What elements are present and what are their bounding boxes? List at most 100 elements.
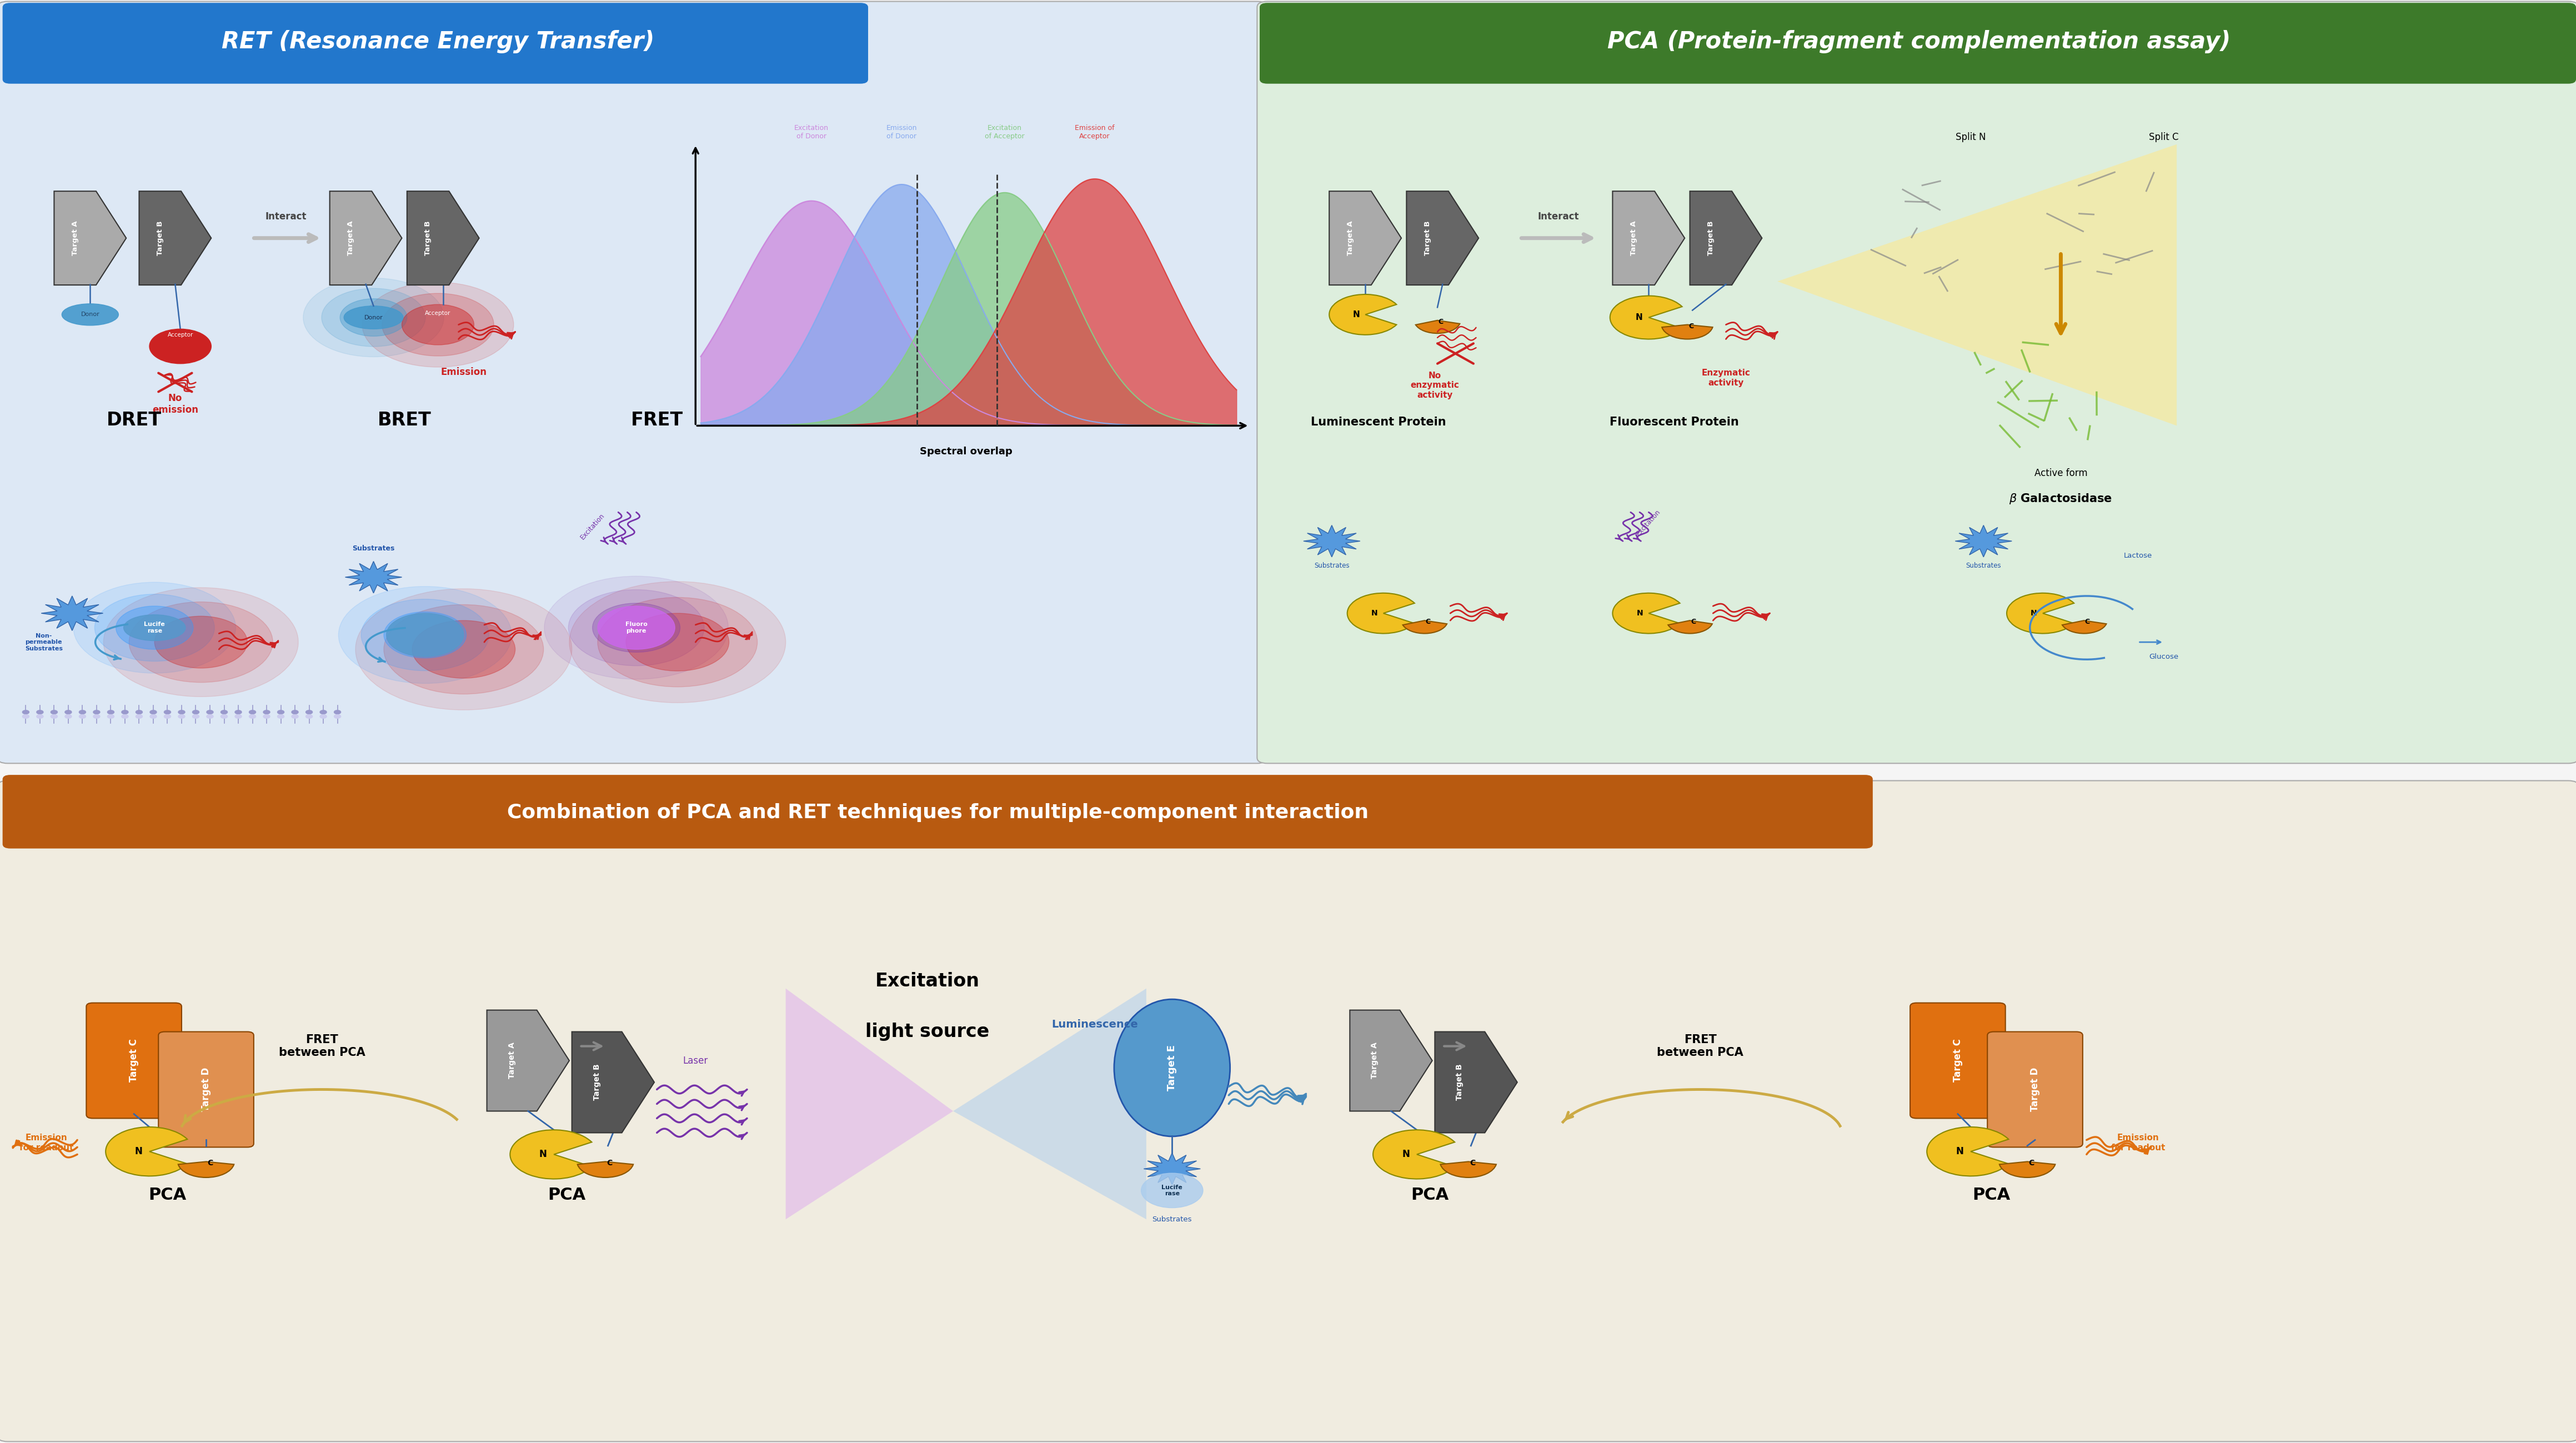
Circle shape — [250, 714, 255, 719]
Polygon shape — [1690, 192, 1762, 286]
Text: Target C: Target C — [1953, 1039, 1963, 1082]
Circle shape — [363, 283, 513, 367]
Text: Lucife
rase: Lucife rase — [1162, 1185, 1182, 1196]
Circle shape — [384, 605, 544, 694]
Text: Target E: Target E — [1167, 1045, 1177, 1091]
Wedge shape — [2007, 593, 2074, 633]
Text: C: C — [1437, 317, 1443, 325]
Polygon shape — [1303, 525, 1360, 557]
Circle shape — [222, 710, 227, 714]
Text: PCA: PCA — [149, 1186, 185, 1203]
Text: Enzymatic
activity: Enzymatic activity — [1703, 369, 1749, 387]
Circle shape — [108, 710, 113, 714]
Text: Combination of PCA and RET techniques for multiple-component interaction: Combination of PCA and RET techniques fo… — [507, 802, 1368, 823]
Circle shape — [335, 714, 340, 719]
Wedge shape — [178, 1162, 234, 1177]
Text: Target B: Target B — [157, 221, 165, 255]
Circle shape — [64, 710, 72, 714]
Text: N: N — [134, 1147, 142, 1156]
FancyBboxPatch shape — [1260, 3, 2576, 84]
Text: PCA: PCA — [549, 1186, 585, 1203]
Text: Acceptor: Acceptor — [425, 310, 451, 316]
Text: RET (Resonance Energy Transfer): RET (Resonance Energy Transfer) — [222, 30, 654, 53]
FancyBboxPatch shape — [0, 781, 2576, 1442]
FancyBboxPatch shape — [1911, 1003, 2007, 1118]
Circle shape — [1141, 1173, 1203, 1208]
Circle shape — [193, 710, 198, 714]
Circle shape — [337, 586, 513, 684]
Ellipse shape — [345, 306, 402, 329]
Text: Interact: Interact — [1538, 212, 1579, 221]
Circle shape — [361, 599, 489, 671]
Text: N: N — [1370, 609, 1378, 618]
Circle shape — [544, 576, 729, 680]
Circle shape — [386, 613, 464, 657]
Circle shape — [304, 278, 443, 356]
Text: N: N — [1636, 609, 1643, 618]
Text: light source: light source — [866, 1023, 989, 1040]
Text: Excitation
of Donor: Excitation of Donor — [793, 124, 829, 140]
Circle shape — [598, 606, 675, 649]
Circle shape — [80, 710, 85, 714]
Polygon shape — [1613, 192, 1685, 286]
Circle shape — [291, 710, 299, 714]
Text: Active form: Active form — [2035, 469, 2087, 478]
Text: C: C — [1690, 618, 1695, 625]
Polygon shape — [1777, 144, 2177, 426]
FancyBboxPatch shape — [160, 1032, 255, 1147]
Polygon shape — [572, 1032, 654, 1133]
Circle shape — [263, 710, 270, 714]
Circle shape — [52, 710, 57, 714]
Circle shape — [193, 714, 198, 719]
Text: FRET: FRET — [631, 411, 683, 430]
Text: Excitation
of Acceptor: Excitation of Acceptor — [984, 124, 1025, 140]
Circle shape — [80, 714, 85, 719]
Polygon shape — [1144, 1153, 1200, 1185]
Text: No
enzymatic
activity: No enzymatic activity — [1412, 371, 1458, 400]
Circle shape — [335, 710, 340, 714]
Wedge shape — [2063, 620, 2107, 633]
Circle shape — [137, 710, 142, 714]
Text: Target B: Target B — [1425, 221, 1432, 255]
Polygon shape — [407, 192, 479, 286]
Wedge shape — [1417, 320, 1461, 333]
Circle shape — [121, 714, 129, 719]
Text: Split N: Split N — [1955, 133, 1986, 141]
Polygon shape — [786, 988, 953, 1219]
Wedge shape — [1347, 593, 1414, 633]
Text: Split C: Split C — [2148, 133, 2179, 141]
Text: FRET
between PCA: FRET between PCA — [1656, 1035, 1744, 1058]
Polygon shape — [1406, 192, 1479, 286]
Text: Fluoro
phore: Fluoro phore — [626, 622, 647, 633]
Circle shape — [52, 714, 57, 719]
Circle shape — [103, 587, 299, 697]
Text: Target A: Target A — [507, 1042, 515, 1079]
Circle shape — [36, 710, 44, 714]
Circle shape — [72, 582, 237, 672]
Text: Target B: Target B — [592, 1063, 600, 1101]
Circle shape — [291, 714, 299, 719]
Circle shape — [319, 714, 327, 719]
Circle shape — [36, 714, 44, 719]
Text: C: C — [2030, 1159, 2035, 1167]
Wedge shape — [1927, 1127, 2009, 1176]
FancyBboxPatch shape — [88, 1003, 180, 1118]
Circle shape — [340, 299, 407, 336]
Wedge shape — [510, 1130, 592, 1179]
Wedge shape — [577, 1162, 634, 1177]
Text: Target D: Target D — [201, 1068, 211, 1111]
Wedge shape — [106, 1127, 188, 1176]
Polygon shape — [41, 596, 103, 631]
Circle shape — [178, 714, 185, 719]
FancyBboxPatch shape — [1989, 1032, 2084, 1147]
Text: PCA: PCA — [1973, 1186, 2009, 1203]
Text: C: C — [1690, 322, 1692, 330]
Circle shape — [23, 710, 28, 714]
Circle shape — [222, 714, 227, 719]
Text: Emission
for readout: Emission for readout — [21, 1134, 72, 1152]
Text: $\beta$ Galactosidase: $\beta$ Galactosidase — [2009, 492, 2112, 505]
Polygon shape — [1955, 525, 2012, 557]
Text: Luminescence: Luminescence — [1051, 1019, 1139, 1030]
Text: N: N — [2030, 609, 2038, 618]
Circle shape — [206, 710, 214, 714]
